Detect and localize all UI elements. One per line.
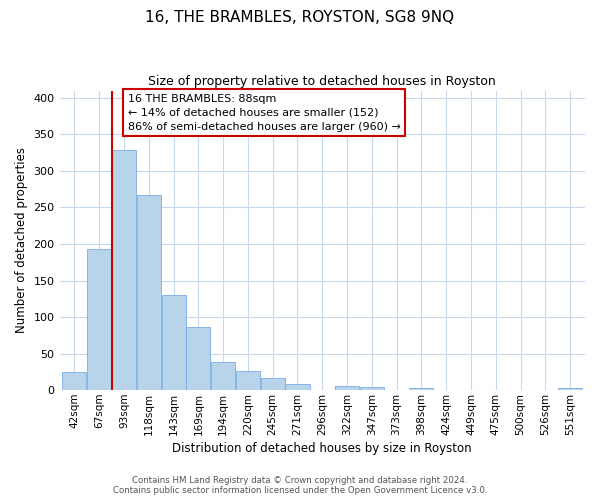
Bar <box>137 195 161 390</box>
Text: Contains HM Land Registry data © Crown copyright and database right 2024.
Contai: Contains HM Land Registry data © Crown c… <box>113 476 487 495</box>
Bar <box>112 150 136 390</box>
Bar <box>87 249 111 390</box>
Bar <box>335 386 359 390</box>
Bar <box>558 388 582 390</box>
Text: 16, THE BRAMBLES, ROYSTON, SG8 9NQ: 16, THE BRAMBLES, ROYSTON, SG8 9NQ <box>145 10 455 25</box>
Bar <box>360 387 384 390</box>
Bar <box>187 328 211 390</box>
Y-axis label: Number of detached properties: Number of detached properties <box>15 148 28 334</box>
Bar <box>409 388 433 390</box>
Bar <box>260 378 285 390</box>
Title: Size of property relative to detached houses in Royston: Size of property relative to detached ho… <box>148 75 496 88</box>
Bar <box>286 384 310 390</box>
Text: 16 THE BRAMBLES: 88sqm
← 14% of detached houses are smaller (152)
86% of semi-de: 16 THE BRAMBLES: 88sqm ← 14% of detached… <box>128 94 401 132</box>
Bar <box>161 295 185 390</box>
X-axis label: Distribution of detached houses by size in Royston: Distribution of detached houses by size … <box>172 442 472 455</box>
Bar <box>211 362 235 390</box>
Bar <box>62 372 86 390</box>
Bar <box>236 371 260 390</box>
